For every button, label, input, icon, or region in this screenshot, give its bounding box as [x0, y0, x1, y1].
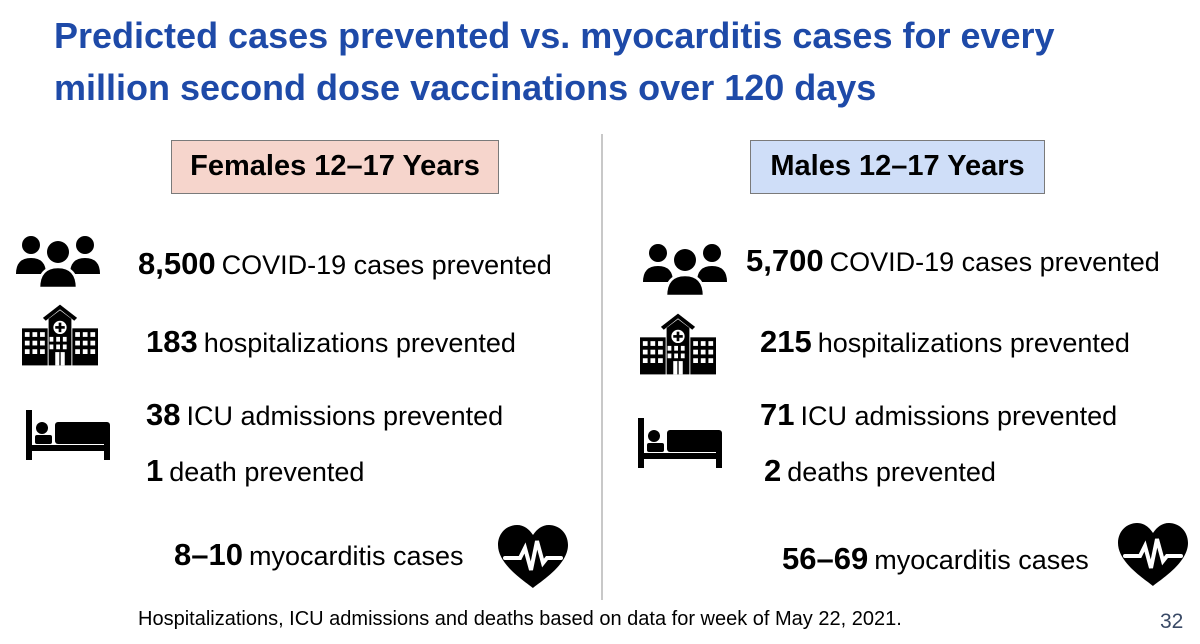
- females-header: Females 12–17 Years: [171, 140, 499, 194]
- females-deaths-value: 1: [146, 453, 164, 488]
- footnote: Hospitalizations, ICU admissions and dea…: [138, 608, 902, 630]
- males-header: Males 12–17 Years: [750, 140, 1045, 194]
- females-icu-label: ICU admissions prevented: [186, 401, 504, 431]
- males-icu-stat: 71 ICU admissions prevented: [760, 396, 1117, 435]
- females-hospitalizations-value: 183: [146, 324, 198, 359]
- males-deaths-value: 2: [764, 453, 782, 488]
- females-deaths-label: death prevented: [169, 457, 365, 487]
- males-myocarditis-stat: 56–69 myocarditis cases: [782, 540, 1089, 579]
- hospital-bed-icon: [26, 410, 110, 460]
- females-icu-value: 38: [146, 397, 181, 432]
- males-cases-label: COVID-19 cases prevented: [829, 247, 1160, 277]
- people-group-icon: [643, 240, 727, 296]
- females-cases-stat: 8,500 COVID-19 cases prevented: [138, 245, 552, 284]
- males-myocarditis-value: 56–69: [782, 541, 869, 576]
- heart-pulse-icon: [498, 525, 568, 589]
- females-myocarditis-label: myocarditis cases: [248, 541, 464, 571]
- males-myocarditis-label: myocarditis cases: [874, 545, 1089, 575]
- page-number: 32: [1160, 610, 1184, 633]
- hospital-icon: [22, 304, 98, 366]
- males-deaths-label: deaths prevented: [787, 457, 996, 487]
- females-cases-label: COVID-19 cases prevented: [221, 250, 552, 280]
- females-deaths-stat: 1 death prevented: [146, 452, 364, 491]
- males-hospitalizations-stat: 215 hospitalizations prevented: [760, 323, 1130, 362]
- slide-title: Predicted cases prevented vs. myocarditi…: [54, 15, 1055, 108]
- females-hospitalizations-label: hospitalizations prevented: [203, 328, 516, 358]
- hospital-bed-icon: [638, 418, 722, 468]
- males-cases-stat: 5,700 COVID-19 cases prevented: [746, 242, 1160, 281]
- column-divider: [601, 134, 603, 600]
- males-icu-value: 71: [760, 397, 795, 432]
- males-hospitalizations-value: 215: [760, 324, 812, 359]
- females-icu-stat: 38 ICU admissions prevented: [146, 396, 503, 435]
- people-group-icon: [16, 232, 100, 288]
- females-myocarditis-value: 8–10: [174, 537, 243, 572]
- males-cases-value: 5,700: [746, 243, 824, 278]
- females-cases-value: 8,500: [138, 246, 216, 281]
- heart-pulse-icon: [1118, 523, 1188, 587]
- males-hospitalizations-label: hospitalizations prevented: [817, 328, 1130, 358]
- females-hospitalizations-stat: 183 hospitalizations prevented: [146, 323, 516, 362]
- males-deaths-stat: 2 deaths prevented: [764, 452, 996, 491]
- hospital-icon: [640, 313, 716, 375]
- males-icu-label: ICU admissions prevented: [800, 401, 1118, 431]
- females-myocarditis-stat: 8–10 myocarditis cases: [174, 536, 464, 575]
